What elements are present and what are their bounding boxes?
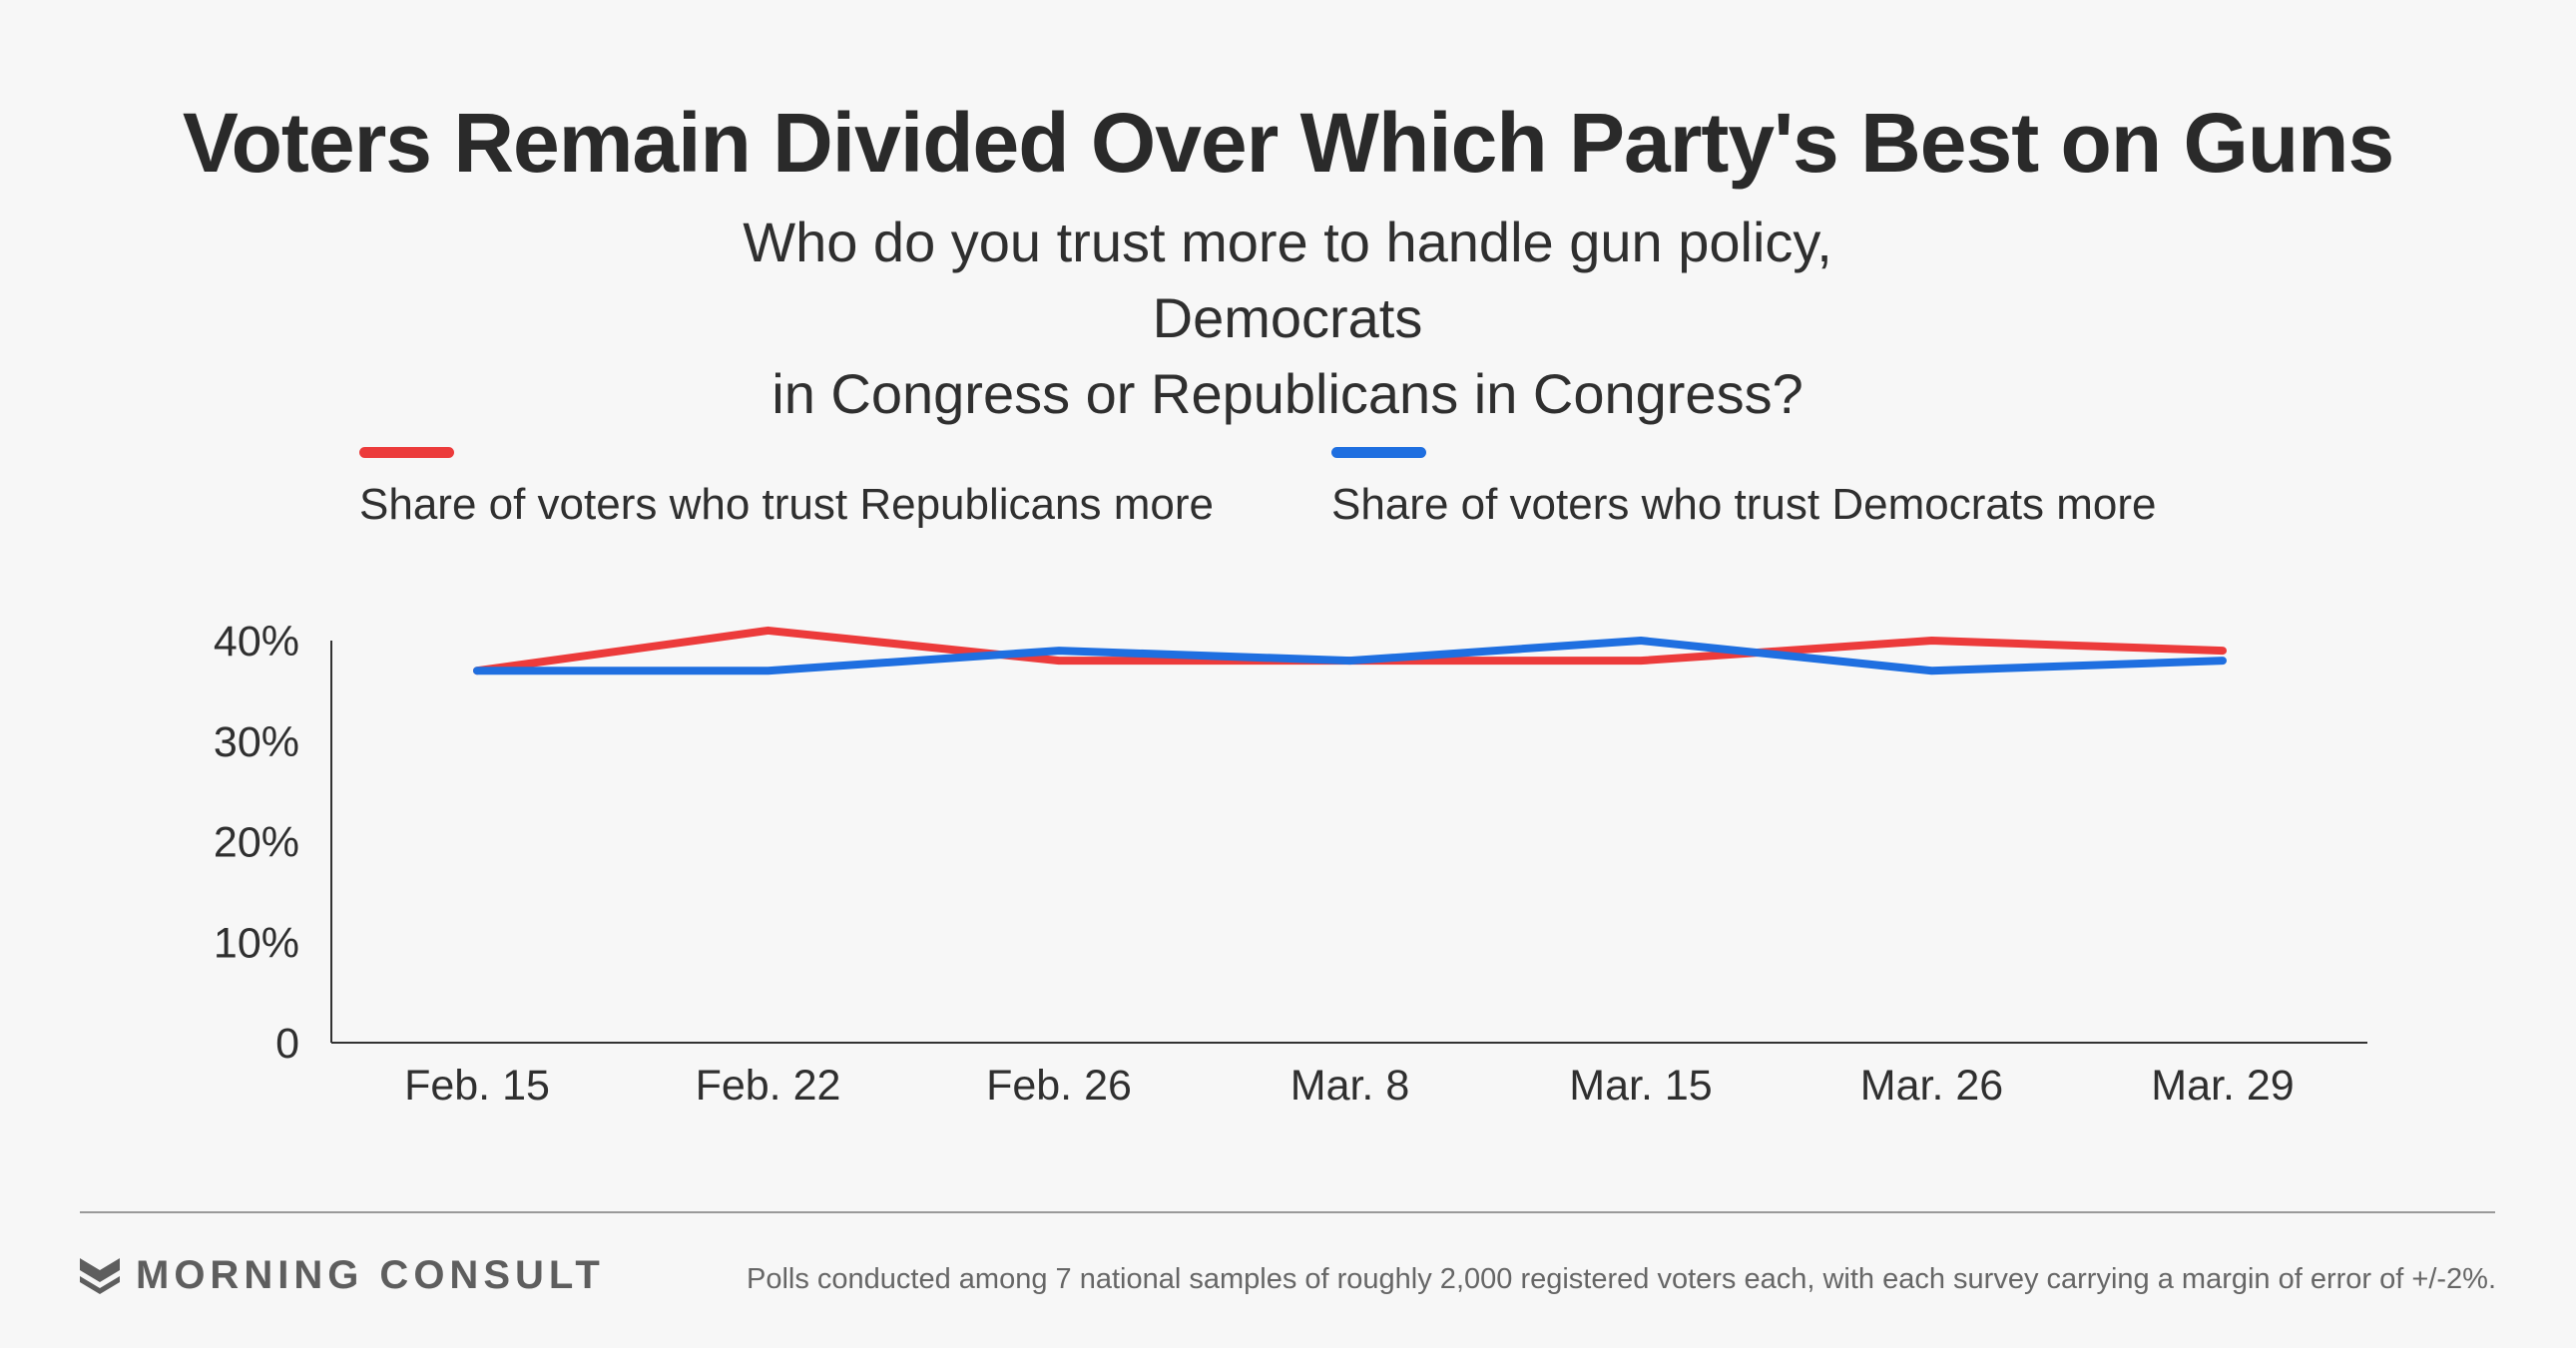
subtitle-line-2: in Congress or Republicans in Congress? <box>772 362 1803 425</box>
legend-swatch-democrats <box>1331 447 1426 458</box>
x-tick-label: Feb. 26 <box>986 1062 1132 1110</box>
y-tick-label: 0 <box>275 1020 299 1068</box>
chart-subtitle: Who do you trust more to handle gun poli… <box>639 205 1936 432</box>
y-tick-label: 40% <box>214 618 299 666</box>
series-line-republicans <box>473 626 2227 675</box>
chart-title: Voters Remain Divided Over Which Party's… <box>182 96 2394 190</box>
legend-label-republicans: Share of voters who trust Republicans mo… <box>359 480 1214 529</box>
x-tick-label: Mar. 29 <box>2151 1062 2294 1110</box>
y-tick-label: 30% <box>214 718 299 766</box>
x-tick-label: Feb. 22 <box>696 1062 841 1110</box>
legend-item-democrats: Share of voters who trust Democrats more <box>1331 447 2157 530</box>
line-chart: 0 10% 20% 30% 40% Feb. 15 Feb. 22 Feb. 26 Mar. … <box>214 618 2367 1110</box>
footer-divider <box>80 1211 2495 1213</box>
series-lines <box>473 626 2227 675</box>
y-tick-label: 20% <box>214 819 299 867</box>
legend-item-republicans: Share of voters who trust Republicans mo… <box>359 447 1214 530</box>
series-line-democrats <box>473 637 2227 675</box>
x-tick-label: Mar. 15 <box>1569 1062 1712 1110</box>
brand-logo: MORNING CONSULT <box>80 1253 605 1298</box>
y-axis-labels: 0 10% 20% 30% 40% <box>214 618 299 1068</box>
legend-swatch-republicans <box>359 447 454 458</box>
x-tick-label: Feb. 15 <box>404 1062 550 1110</box>
subtitle-line-1: Who do you trust more to handle gun poli… <box>743 211 1832 349</box>
morning-consult-logo-icon <box>80 1257 120 1294</box>
legend-label-democrats: Share of voters who trust Democrats more <box>1331 480 2157 529</box>
methodology-note: Polls conducted among 7 national samples… <box>747 1263 2496 1295</box>
x-tick-label: Mar. 26 <box>1860 1062 2003 1110</box>
brand-name: MORNING CONSULT <box>136 1253 605 1297</box>
x-axis-labels: Feb. 15 Feb. 22 Feb. 26 Mar. 8 Mar. 15 Mar. 2… <box>404 1062 2295 1110</box>
y-tick-label: 10% <box>214 919 299 967</box>
x-tick-label: Mar. 8 <box>1290 1062 1410 1110</box>
